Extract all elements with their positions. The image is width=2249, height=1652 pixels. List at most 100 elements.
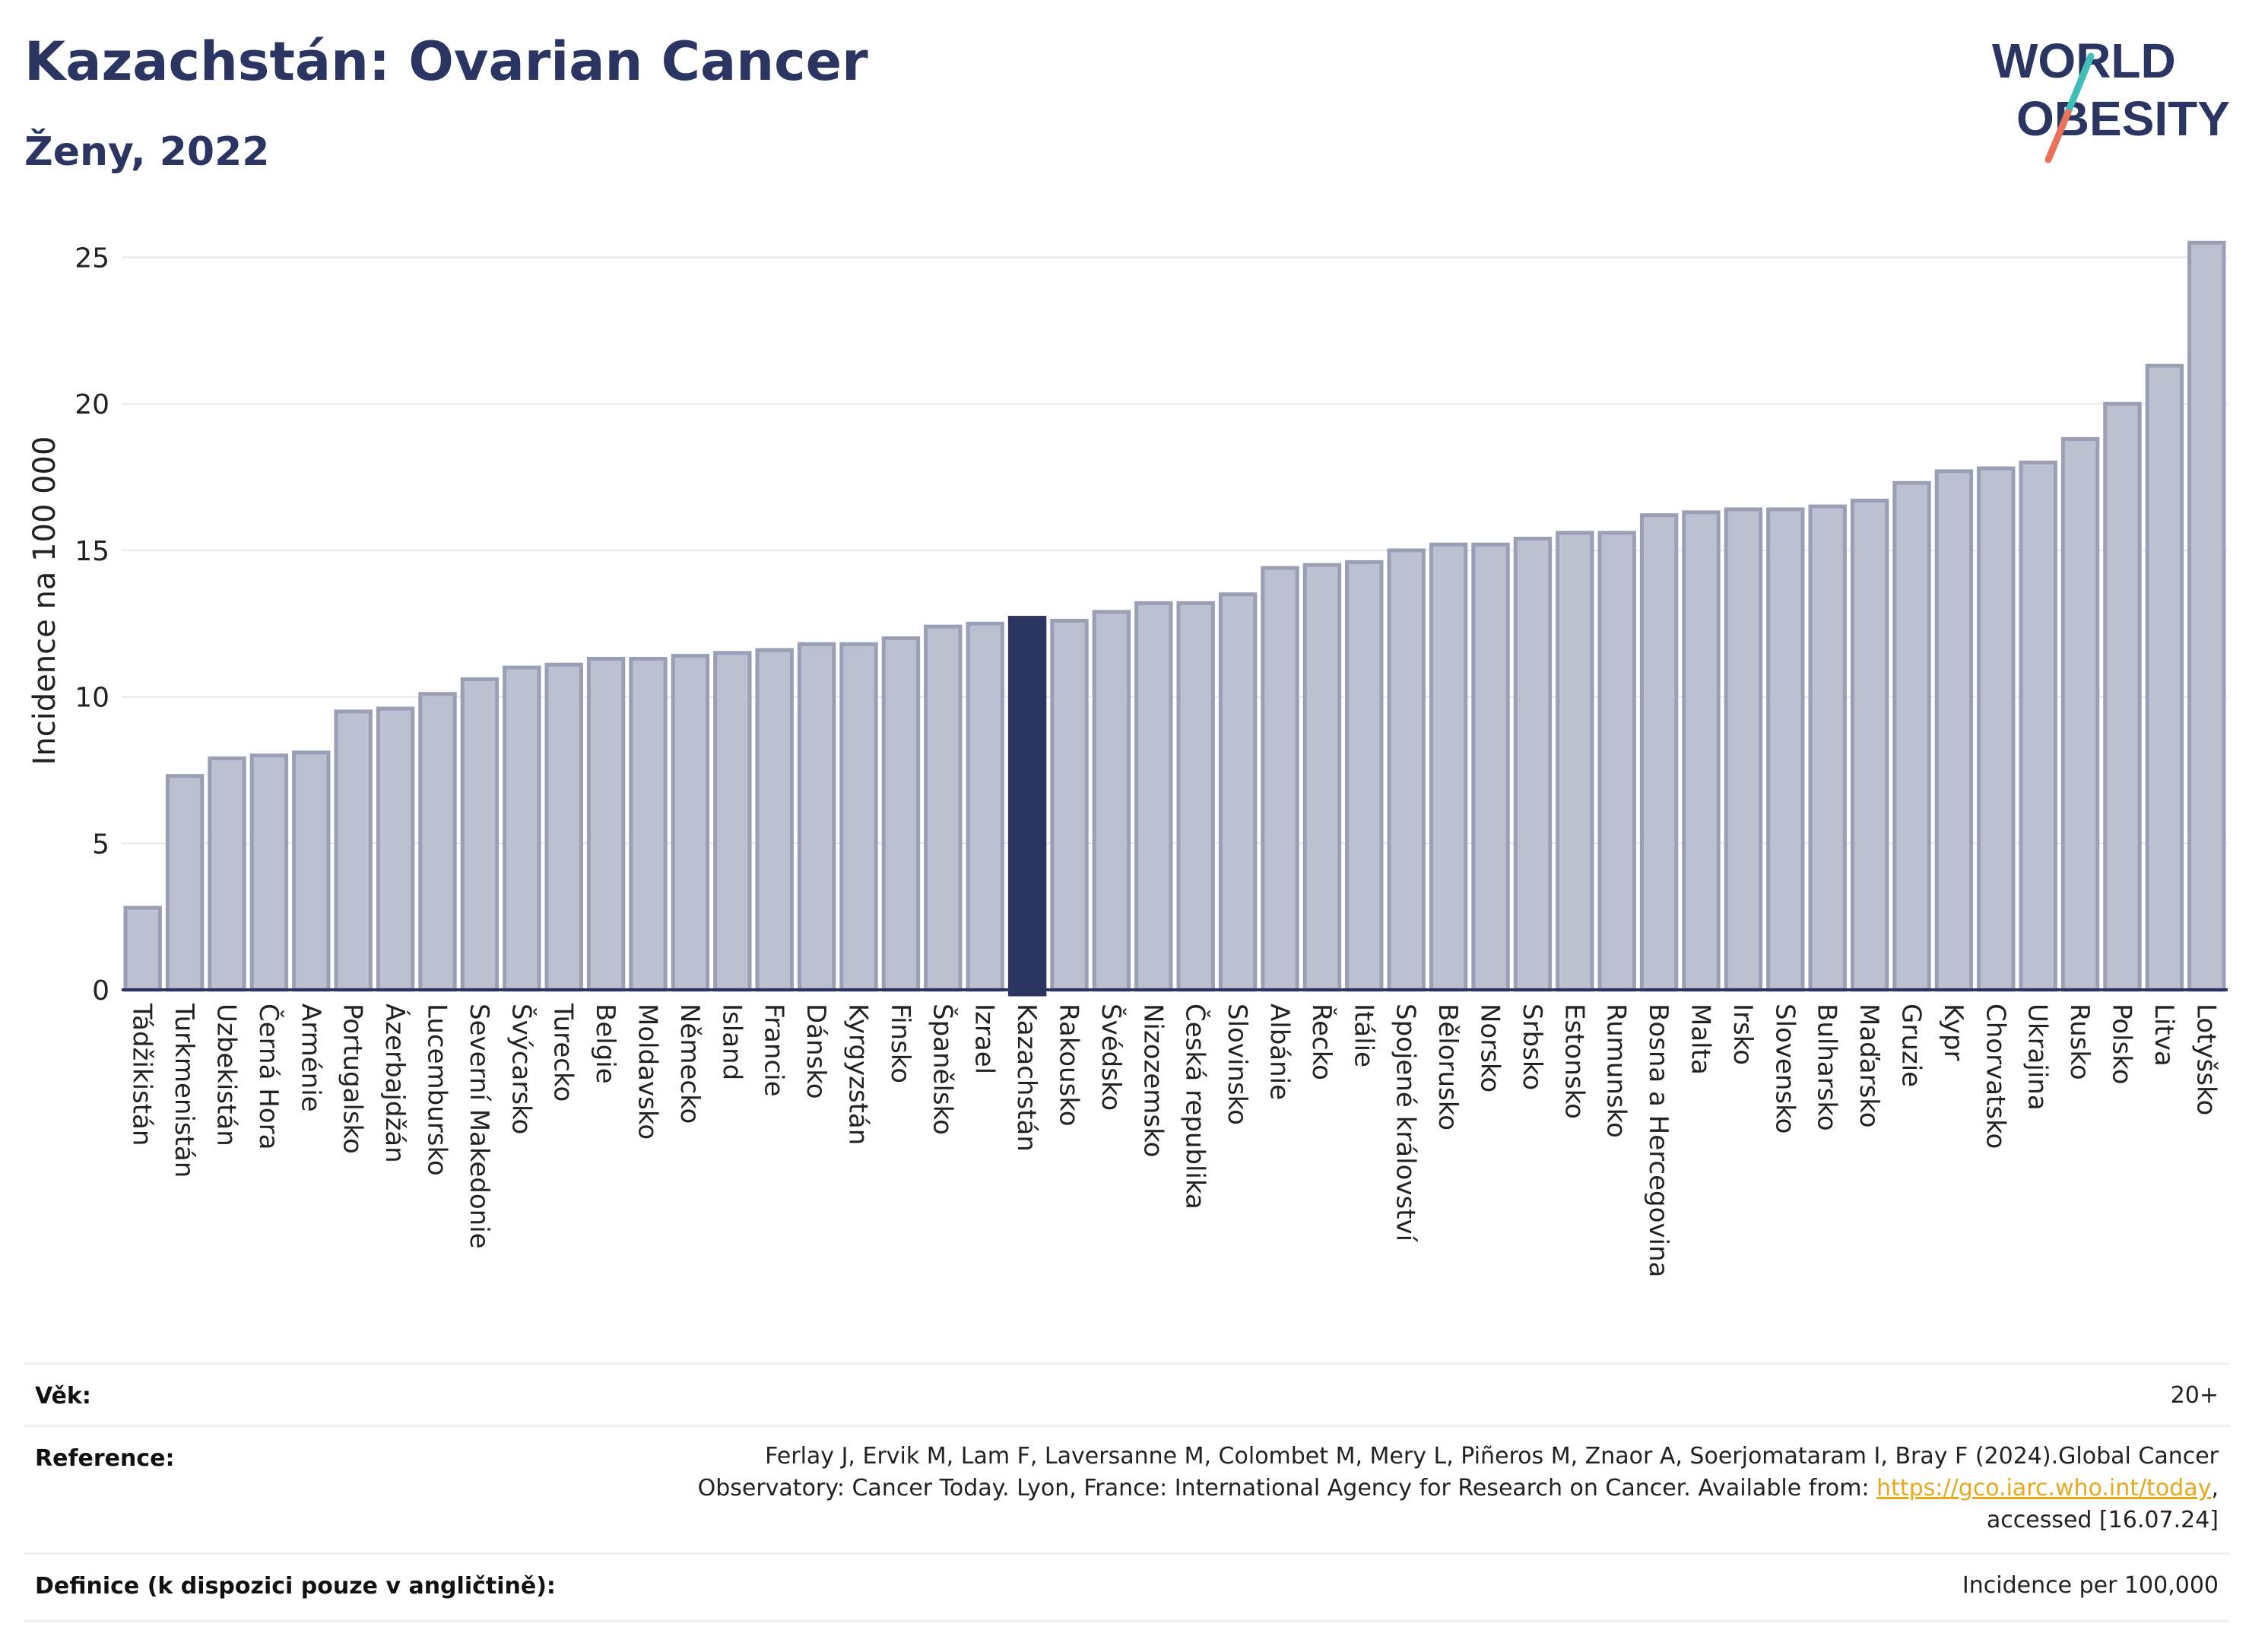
bar-Rusko (2060, 436, 2100, 992)
y-axis-label: Incidence na 100 000 (27, 436, 62, 766)
x-tick-label: Izrael (969, 1004, 1000, 1074)
x-tick-label: Albánie (1264, 1004, 1295, 1100)
bar-Portugalsko (334, 709, 373, 992)
bar-Ázerbajdžán (376, 706, 415, 992)
bar-Arménie (292, 750, 331, 992)
x-tick-label: Severní Makedonie (464, 1004, 494, 1249)
reference-line2-suffix: , (2211, 1475, 2219, 1501)
x-tick-label: Ázerbajdžán (379, 1004, 411, 1163)
bar-Dánsko (797, 642, 836, 992)
x-tick-label: Česká republika (1180, 1004, 1211, 1210)
x-tick-label: Arménie (295, 1004, 325, 1112)
bar-Česká republika (1176, 601, 1215, 992)
bar-Černá Hora (249, 753, 289, 992)
x-tick-label: Lucembursko (422, 1004, 452, 1176)
x-tick-label: Rusko (2064, 1004, 2095, 1080)
bar-Spojené království (1387, 548, 1426, 992)
x-tick-label: Řecko (1306, 1004, 1337, 1080)
x-tick-label: Kazachstán (1011, 1004, 1042, 1152)
x-tick-label: Itálie (1348, 1004, 1378, 1067)
bar-Rakousko (1050, 618, 1089, 992)
y-tick-label: 10 (75, 683, 109, 714)
x-tick-label: Černá Hora (253, 1004, 284, 1149)
bar-Turecko (544, 662, 583, 992)
logo-slash-bottom (2044, 109, 2072, 163)
x-tick-label: Polsko (2107, 1004, 2137, 1085)
bar-Izrael (966, 621, 1004, 992)
bar-Španělsko (924, 624, 963, 992)
x-tick-label: Tádžikistán (127, 1003, 157, 1146)
y-tick-labels: 0 5 10 15 20 25 (75, 243, 109, 1007)
bar-Rumunsko (1597, 531, 1636, 992)
chart-title: Kazachstán: Ovarian Cancer (24, 30, 868, 93)
x-tick-label: Finsko (885, 1004, 915, 1083)
y-tick-label: 15 (75, 536, 109, 567)
chart-subtitle: Ženy, 2022 (24, 129, 270, 175)
x-tick-label: Gruzie (1896, 1004, 1927, 1087)
x-tick-label: Kypr (1938, 1004, 1968, 1061)
bar-Kazachstán (1007, 616, 1047, 997)
x-tick-label: Lotyšsko (2190, 1004, 2221, 1115)
bar-Gruzie (1892, 480, 1931, 992)
x-tick-label: Francie (759, 1004, 789, 1097)
x-tick-label: Turecko (548, 1003, 579, 1102)
bar-Švýcarsko (503, 665, 541, 992)
bar-Malta (1682, 510, 1721, 992)
x-tick-label: Maďarsko (1854, 1004, 1884, 1128)
bar-Ukrajina (2019, 460, 2057, 992)
x-tick-label: Švédsko (1096, 1004, 1127, 1111)
x-tick-label: Ukrajina (2022, 1004, 2053, 1111)
x-tick-label: Nizozemsko (1137, 1004, 1168, 1157)
x-tick-label: Chorvatsko (1980, 1004, 2010, 1149)
bars (123, 240, 2226, 997)
info-row-definition: Definice (k dispozici pouze v angličtině… (24, 1552, 2229, 1622)
reference-line2-prefix: Observatory: Cancer Today. Lyon, France:… (697, 1475, 1877, 1501)
x-tick-label: Srbsko (1517, 1004, 1547, 1090)
bar-Uzbekistán (208, 756, 246, 992)
reference-line3: accessed [16.07.24] (1986, 1507, 2219, 1533)
x-tick-label: Rakousko (1054, 1004, 1084, 1127)
bar-Polsko (2103, 401, 2142, 992)
bar-Chorvatsko (1977, 466, 2016, 992)
reference-label: Reference: (35, 1445, 175, 1472)
bar-Tádžikistán (123, 905, 162, 992)
reference-line1: Ferlay J, Ervik M, Lam F, Laversanne M, … (765, 1443, 2219, 1470)
logo-slash-top (2063, 52, 2095, 119)
x-tick-label: Belgie (590, 1004, 620, 1084)
definition-value: Incidence per 100,000 (1962, 1572, 2219, 1599)
x-tick-label: Spojené království (1391, 1004, 1421, 1243)
x-tick-label: Bělorusko (1432, 1004, 1463, 1130)
bar-Severní Makedonie (460, 677, 500, 992)
bar-Srbsko (1513, 537, 1553, 992)
logo-line2: OBESITY (2016, 91, 2230, 146)
x-tick-label: Estonsko (1559, 1004, 1589, 1119)
x-tick-label: Irsko (1727, 1004, 1758, 1065)
bar-Maďarsko (1850, 498, 1889, 992)
x-tick-label: Island (716, 1004, 747, 1080)
definition-label: Definice (k dispozici pouze v angličtině… (35, 1573, 556, 1600)
x-tick-label: Slovinsko (1222, 1004, 1252, 1125)
bar-Irsko (1724, 507, 1763, 992)
bar-Bělorusko (1429, 542, 1468, 992)
x-tick-label: Turkmenistán (169, 1003, 199, 1178)
bar-Island (713, 651, 752, 992)
x-tick-label: Norsko (1475, 1004, 1505, 1092)
bar-chart: 0 5 10 15 20 25 Tádžikistán Turkmenistán Uzbeki… (27, 240, 2228, 1277)
bar-Belgie (586, 657, 626, 992)
y-tick-label: 5 (92, 829, 109, 860)
x-tick-label: Portugalsko (338, 1004, 368, 1154)
bar-Bulharsko (1808, 504, 1847, 992)
y-tick-label: 0 (92, 975, 109, 1007)
bar-Estonsko (1556, 531, 1594, 992)
bar-Lucembursko (418, 692, 457, 992)
reference-link[interactable]: https://gco.iarc.who.int/today (1876, 1475, 2212, 1501)
bar-Finsko (881, 636, 921, 992)
bar-Albánie (1261, 566, 1299, 992)
bar-Itálie (1345, 560, 1384, 992)
x-tick-label: Uzbekistán (211, 1004, 242, 1146)
bar-Slovinsko (1218, 592, 1258, 992)
x-tick-label: Španělsko (927, 1004, 958, 1135)
x-tick-label: Švýcarsko (506, 1004, 537, 1134)
reference-text: Ferlay J, Ervik M, Lam F, Laversanne M, … (394, 1441, 2219, 1536)
x-tick-label: Litva (2149, 1004, 2179, 1067)
